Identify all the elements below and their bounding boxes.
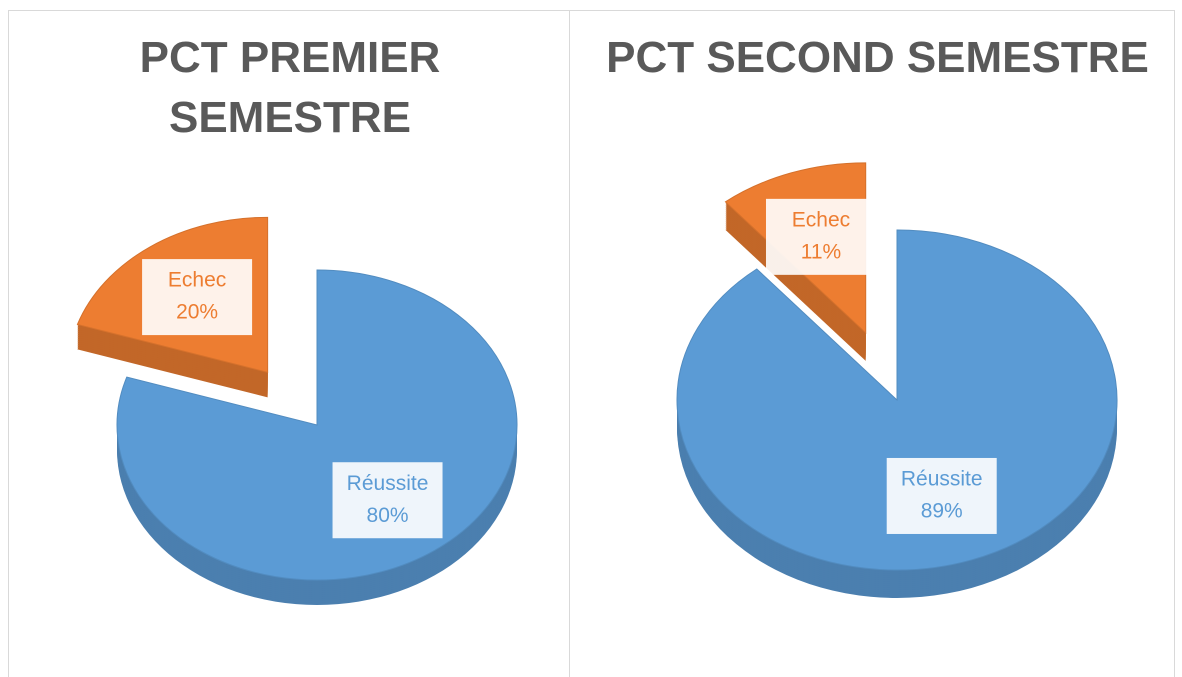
value-label: 80% [367,504,409,527]
label-box [765,198,876,275]
value-label: 89% [921,500,963,523]
value-label: 11% [801,240,841,263]
category-label: Echec [168,269,226,292]
panel [570,10,1175,677]
label-box [886,457,997,534]
category-label: Réussite [901,468,983,491]
category-label: Echec [792,208,850,231]
chart-title: PCT PREMIER SEMESTRE [139,33,441,142]
category-label: Réussite [347,472,429,495]
value-label: 20% [176,301,218,324]
label-box [332,462,443,539]
chart-title: PCT SECOND SEMESTRE [606,33,1149,82]
slice [676,229,1118,571]
panel [8,10,570,677]
label-box [142,259,253,336]
